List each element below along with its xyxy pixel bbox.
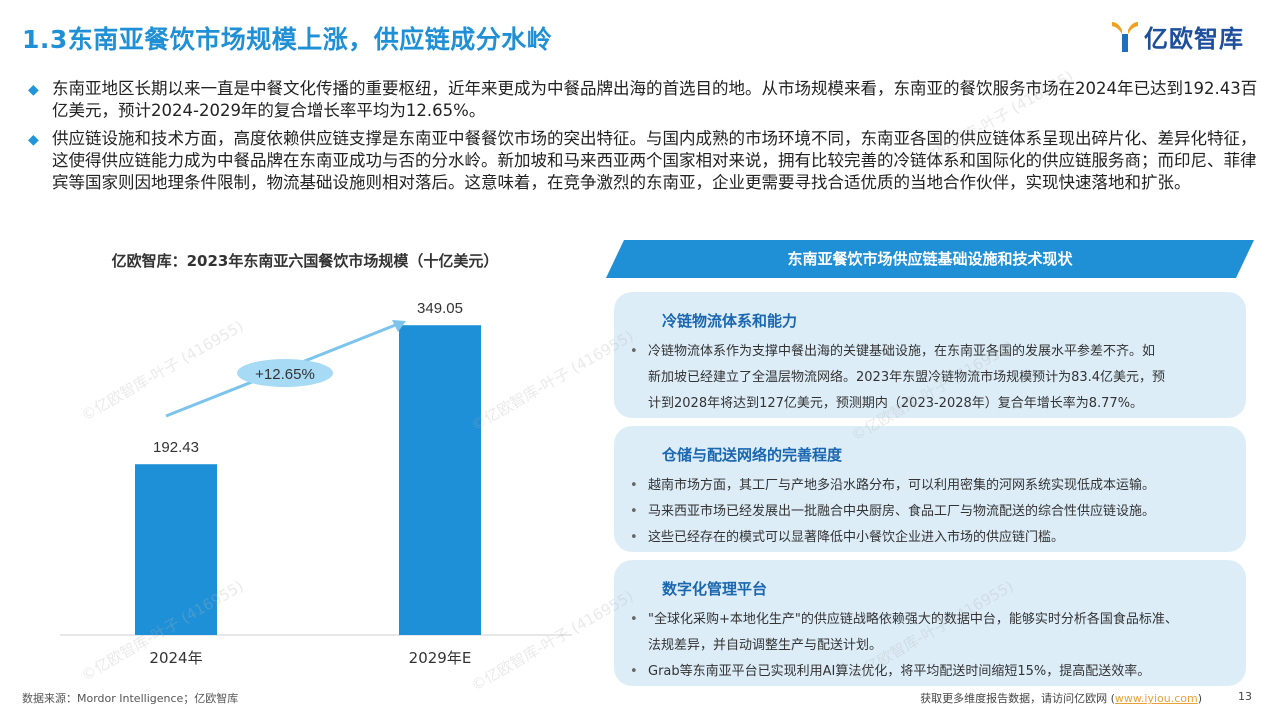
bullet-text: 供应链设施和技术方面，高度依赖供应链支撑是东南亚中餐餐饮市场的突出特征。与国内成… — [52, 129, 1257, 192]
bullet-dot-icon: • — [630, 612, 638, 627]
bullet-item: ◆ 东南亚地区长期以来一直是中餐文化传播的重要枢纽，近年来更成为中餐品牌出海的首… — [28, 78, 1258, 122]
card-item: • 越南市场方面，其工厂与产地多沿水路分布，可以利用密集的河网系统实现低成本运输。 — [630, 473, 1228, 499]
chart-title: 亿欧智库：2023年东南亚六国餐饮市场规模（十亿美元） — [111, 252, 499, 270]
bar-value-label: 192.43 — [153, 439, 199, 456]
panel-header-banner — [606, 240, 1254, 278]
growth-rate-label: +12.65% — [255, 366, 315, 383]
logo-text: 亿欧智库 — [1144, 24, 1244, 53]
card-warehouse-network: 仓储与配送网络的完善程度 • 越南市场方面，其工厂与产地多沿水路分布，可以利用密集… — [614, 426, 1246, 552]
bullet-dot-icon: • — [630, 504, 638, 519]
card-title: 冷链物流体系和能力 — [662, 312, 798, 330]
logo: 亿欧智库 — [1110, 18, 1244, 54]
iyiou-link[interactable]: www.iyiou.com — [1114, 692, 1198, 705]
bullet-text: 东南亚地区长期以来一直是中餐文化传播的重要枢纽，近年来更成为中餐品牌出海的首选目… — [52, 79, 1258, 120]
panel-header-title: 东南亚餐饮市场供应链基础设施和技术现状 — [787, 250, 1073, 268]
card-digital-platform: 数字化管理平台 • "全球化采购+本地化生产"的供应链战略依赖强大的数据中台，能够… — [614, 560, 1246, 686]
bullet-dot-icon: • — [630, 530, 638, 545]
card-item: 法规差异，并自动调整生产与配送计划。 — [648, 638, 883, 653]
intro-bullets: ◆ 东南亚地区长期以来一直是中餐文化传播的重要枢纽，近年来更成为中餐品牌出海的首… — [28, 78, 1258, 200]
market-size-bar-chart: 192.43 2024年 349.05 2029年E +12.65% — [60, 300, 572, 667]
bar-0 — [135, 464, 217, 635]
footer-more-info: 获取更多维度报告数据，请访问亿欧网 (www.iyiou.com) — [920, 692, 1202, 705]
diamond-bullet-icon: ◆ — [28, 132, 39, 148]
card-item: • 马来西亚市场已经发展出一批融合中央厨房、食品工厂与物流配送的综合性供应链设施。 — [630, 499, 1228, 525]
page-number: 13 — [1238, 690, 1252, 703]
bullet-item: ◆ 供应链设施和技术方面，高度依赖供应链支撑是东南亚中餐餐饮市场的突出特征。与国… — [28, 128, 1258, 194]
bar-value-label: 349.05 — [417, 300, 463, 317]
bar-1 — [399, 325, 481, 635]
bullet-dot-icon: • — [630, 344, 638, 359]
card-title: 仓储与配送网络的完善程度 — [662, 446, 843, 464]
x-tick-label: 2029年E — [409, 649, 472, 667]
yiou-logo-icon — [1112, 22, 1138, 52]
diamond-bullet-icon: ◆ — [28, 82, 39, 98]
card-item: • "全球化采购+本地化生产"的供应链战略依赖强大的数据中台，能够实时分析各国食品… — [630, 607, 1228, 633]
bullet-dot-icon: • — [630, 478, 638, 493]
card-item: 新加坡已经建立了全温层物流网络。2023年东盟冷链物流市场规模预计为83.4亿美… — [648, 370, 1166, 385]
x-tick-label: 2024年 — [149, 649, 202, 667]
card-item: • 冷链物流体系作为支撑中餐出海的关键基础设施，在东南亚各国的发展水平参差不齐。如 — [630, 339, 1228, 365]
data-source: 数据来源：Mordor Intelligence；亿欧智库 — [22, 692, 239, 705]
card-item: 计到2028年将达到127亿美元，预测期内（2023-2028年）复合年增长率为… — [648, 396, 1144, 411]
card-item: • Grab等东南亚平台已实现利用AI算法优化，将平均配送时间缩短15%，提高配送… — [630, 659, 1228, 685]
page-title: 1.3东南亚餐饮市场规模上涨，供应链成分水岭 — [22, 25, 553, 54]
card-cold-chain: 冷链物流体系和能力 • 冷链物流体系作为支撑中餐出海的关键基础设施，在东南亚各国的… — [614, 292, 1246, 418]
card-title: 数字化管理平台 — [662, 580, 768, 598]
growth-rate-badge — [237, 359, 333, 387]
bullet-dot-icon: • — [630, 664, 638, 679]
card-item: • 这些已经存在的模式可以显著降低中小餐饮企业进入市场的供应链门槛。 — [630, 525, 1228, 551]
